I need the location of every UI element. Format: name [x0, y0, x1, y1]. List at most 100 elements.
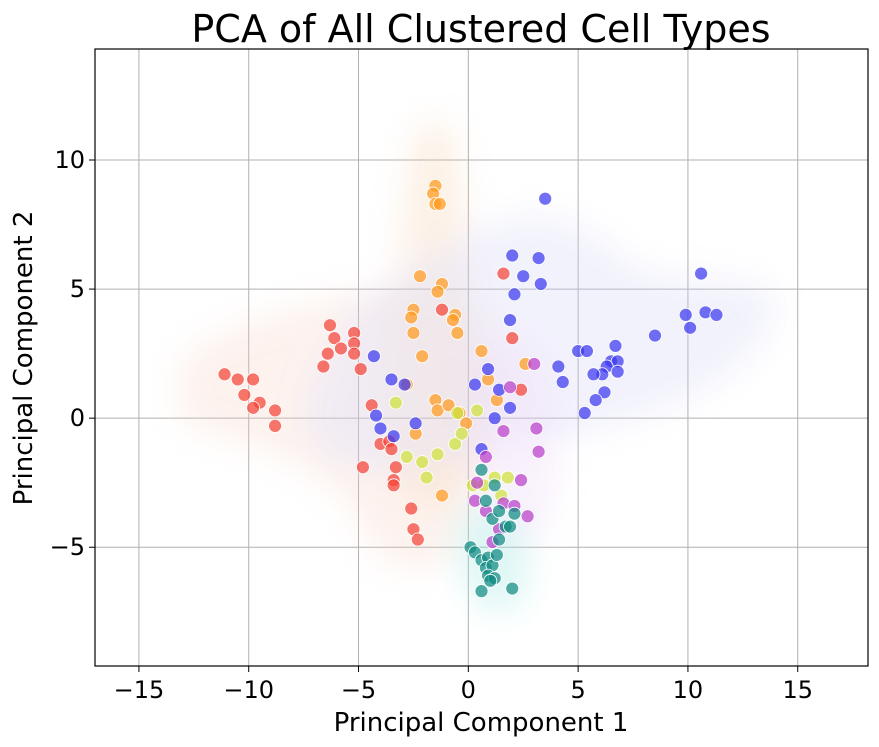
- data-point-series-2: [531, 251, 546, 266]
- data-point-series-2: [408, 416, 423, 431]
- data-point-series-3: [430, 447, 445, 462]
- data-point-series-2: [481, 362, 495, 377]
- data-point-series-0: [320, 346, 335, 361]
- data-point-series-1: [406, 326, 421, 340]
- x-tick-label: −15: [114, 676, 165, 704]
- data-point-series-0: [356, 460, 370, 475]
- data-point-series-1: [435, 488, 449, 503]
- data-point-series-4: [527, 357, 542, 371]
- data-point-series-4: [478, 449, 493, 464]
- data-point-series-3: [448, 437, 463, 451]
- data-point-series-2: [366, 349, 381, 364]
- data-point-series-4: [496, 424, 511, 438]
- data-point-series-2: [503, 313, 517, 327]
- data-point-series-2: [487, 411, 502, 426]
- data-point-series-2: [608, 338, 623, 353]
- data-point-series-2: [577, 406, 592, 420]
- data-point-series-4: [520, 509, 535, 524]
- data-point-series-5: [503, 519, 517, 534]
- data-point-series-2: [503, 400, 517, 415]
- data-point-series-2: [610, 364, 625, 379]
- data-point-series-2: [468, 377, 482, 392]
- data-point-series-2: [533, 277, 548, 291]
- data-point-series-2: [555, 375, 570, 389]
- data-point-series-0: [505, 331, 520, 346]
- data-point-series-2: [648, 328, 662, 343]
- data-point-series-4: [503, 380, 517, 395]
- data-point-series-3: [470, 403, 485, 418]
- data-point-series-2: [709, 308, 724, 322]
- y-tick-label: 0: [70, 404, 85, 432]
- data-point-series-3: [388, 395, 403, 410]
- data-point-series-3: [454, 426, 469, 441]
- data-point-series-4: [470, 475, 485, 490]
- y-tick-label: 5: [70, 275, 85, 303]
- data-point-series-2: [384, 372, 399, 387]
- data-point-series-0: [230, 372, 245, 387]
- data-point-series-0: [316, 359, 331, 374]
- x-tick-label: 0: [461, 676, 476, 704]
- data-point-series-5: [507, 506, 522, 521]
- axis-ticks: −15 −10 −5 0 5 10 15 −5 0 5 10: [50, 146, 813, 704]
- chart-title: PCA of All Clustered Cell Types: [191, 7, 770, 51]
- data-point-series-0: [388, 460, 403, 475]
- data-point-series-2: [386, 429, 401, 444]
- data-point-series-1: [404, 310, 419, 325]
- data-point-series-3: [399, 449, 414, 464]
- data-point-series-1: [446, 313, 460, 327]
- data-point-series-3: [419, 470, 434, 485]
- data-point-series-2: [538, 191, 553, 206]
- data-points: [217, 178, 724, 599]
- data-point-series-2: [694, 266, 709, 281]
- data-point-series-0: [496, 266, 511, 281]
- data-point-series-0: [334, 341, 348, 356]
- data-point-series-1: [413, 269, 427, 284]
- data-point-series-0: [384, 442, 399, 457]
- x-tick-label: 15: [782, 676, 813, 704]
- data-point-series-2: [683, 320, 698, 335]
- data-point-series-1: [450, 326, 465, 340]
- density-purple: [468, 338, 560, 547]
- data-point-series-5: [474, 584, 489, 599]
- data-point-series-4: [529, 421, 544, 436]
- data-point-series-4: [514, 473, 528, 488]
- data-point-series-3: [500, 470, 515, 485]
- data-point-series-2: [551, 359, 566, 374]
- data-point-series-1: [441, 398, 456, 413]
- data-point-series-0: [327, 331, 342, 346]
- data-point-series-2: [586, 367, 601, 382]
- data-point-series-0: [410, 532, 425, 547]
- data-point-series-0: [268, 419, 282, 433]
- data-point-series-5: [483, 573, 498, 588]
- data-point-series-5: [492, 532, 506, 547]
- x-tick-label: −5: [341, 676, 376, 704]
- density-regions: [177, 118, 776, 613]
- data-point-series-0: [217, 367, 232, 382]
- data-point-series-5: [487, 478, 502, 493]
- data-point-series-0: [347, 346, 362, 361]
- data-point-series-0: [323, 318, 337, 333]
- y-tick-label: 10: [54, 146, 85, 174]
- data-point-series-5: [505, 581, 520, 596]
- data-point-series-0: [353, 362, 368, 377]
- plot-frame: [94, 48, 869, 667]
- data-point-series-0: [237, 388, 252, 402]
- data-point-series-0: [386, 478, 401, 493]
- data-point-series-2: [678, 308, 693, 322]
- data-point-series-2: [397, 377, 412, 392]
- data-point-series-5: [478, 493, 493, 508]
- data-point-series-1: [432, 196, 447, 211]
- data-point-series-4: [531, 444, 546, 459]
- data-point-series-0: [404, 501, 419, 516]
- data-point-series-1: [415, 349, 430, 364]
- data-point-series-2: [505, 248, 520, 263]
- data-point-series-0: [268, 403, 282, 418]
- data-point-series-2: [369, 408, 383, 423]
- data-point-series-2: [597, 385, 612, 400]
- data-point-series-2: [507, 287, 522, 302]
- data-point-series-2: [580, 344, 594, 358]
- x-axis-label: Principal Component 1: [334, 708, 629, 738]
- data-point-series-0: [435, 302, 449, 317]
- data-point-series-2: [588, 393, 603, 407]
